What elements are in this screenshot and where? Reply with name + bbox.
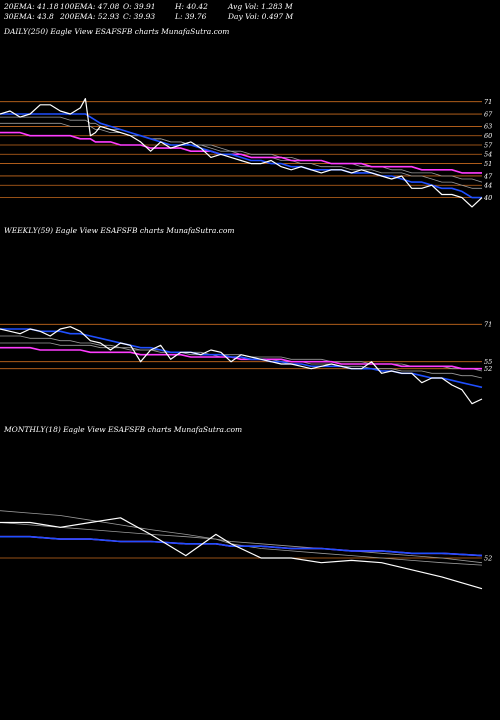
series-line-price-2 <box>0 517 483 590</box>
high-value: H: 40.42 <box>175 2 208 11</box>
series-line-ema_gray_2-2 <box>0 510 483 566</box>
y-tick-label-0-0: 71 <box>484 98 492 106</box>
ema30-value: 30EMA: 43.8 <box>4 12 54 21</box>
close-value: C: 39.93 <box>123 12 156 21</box>
y-tick-label-0-6: 51 <box>484 160 492 168</box>
series-line-ema_gray_1-2 <box>0 522 483 564</box>
monthly-chart-title: MONTHLY(18) Eagle View ESAFSFB charts Mu… <box>4 425 243 434</box>
y-tick-label-1-2: 52 <box>484 365 492 373</box>
open-value: O: 39.91 <box>123 2 156 11</box>
series-line-ema_gray_2-0 <box>0 116 482 189</box>
series-line-ema_fast-0 <box>0 113 482 199</box>
ema20-value: 20EMA: 41.18 <box>4 2 59 11</box>
y-tick-label-0-8: 44 <box>483 182 492 190</box>
day-vol-value: Day Vol: 0.497 M <box>228 12 294 21</box>
daily-chart-title: DAILY(250) Eagle View ESAFSFB charts Mun… <box>4 27 230 36</box>
y-tick-label-0-3: 60 <box>484 132 492 140</box>
weekly-chart-title: WEEKLY(59) Eagle View ESAFSFB charts Mun… <box>4 226 235 235</box>
series-line-price-1 <box>0 326 483 405</box>
series-line-ema_fast-1 <box>0 328 483 389</box>
y-tick-label-0-7: 47 <box>483 172 493 180</box>
y-tick-label-2-0: 52 <box>484 554 492 562</box>
series-line-ema_fast-2 <box>0 535 483 557</box>
series-line-price-0 <box>0 97 483 208</box>
y-tick-label-1-0: 71 <box>484 321 492 329</box>
y-tick-label-0-9: 40 <box>483 194 492 202</box>
series-line-ema_slow-0 <box>0 131 482 174</box>
series-line-ema_gray_1-0 <box>0 122 483 183</box>
y-tick-label-0-4: 57 <box>484 141 493 149</box>
low-value: L: 39.76 <box>175 12 207 21</box>
avg-vol-value: Avg Vol: 1.283 M <box>228 2 293 11</box>
y-tick-label-0-1: 67 <box>484 110 493 118</box>
y-tick-label-0-2: 63 <box>484 123 492 131</box>
ema200-value: 200EMA: 52.93 <box>60 12 120 21</box>
ema100-value: 100EMA: 47.08 <box>60 2 120 11</box>
series-line-ema_slow-1 <box>0 346 482 370</box>
y-tick-label-1-1: 55 <box>484 358 492 366</box>
y-tick-label-0-5: 54 <box>484 151 492 159</box>
